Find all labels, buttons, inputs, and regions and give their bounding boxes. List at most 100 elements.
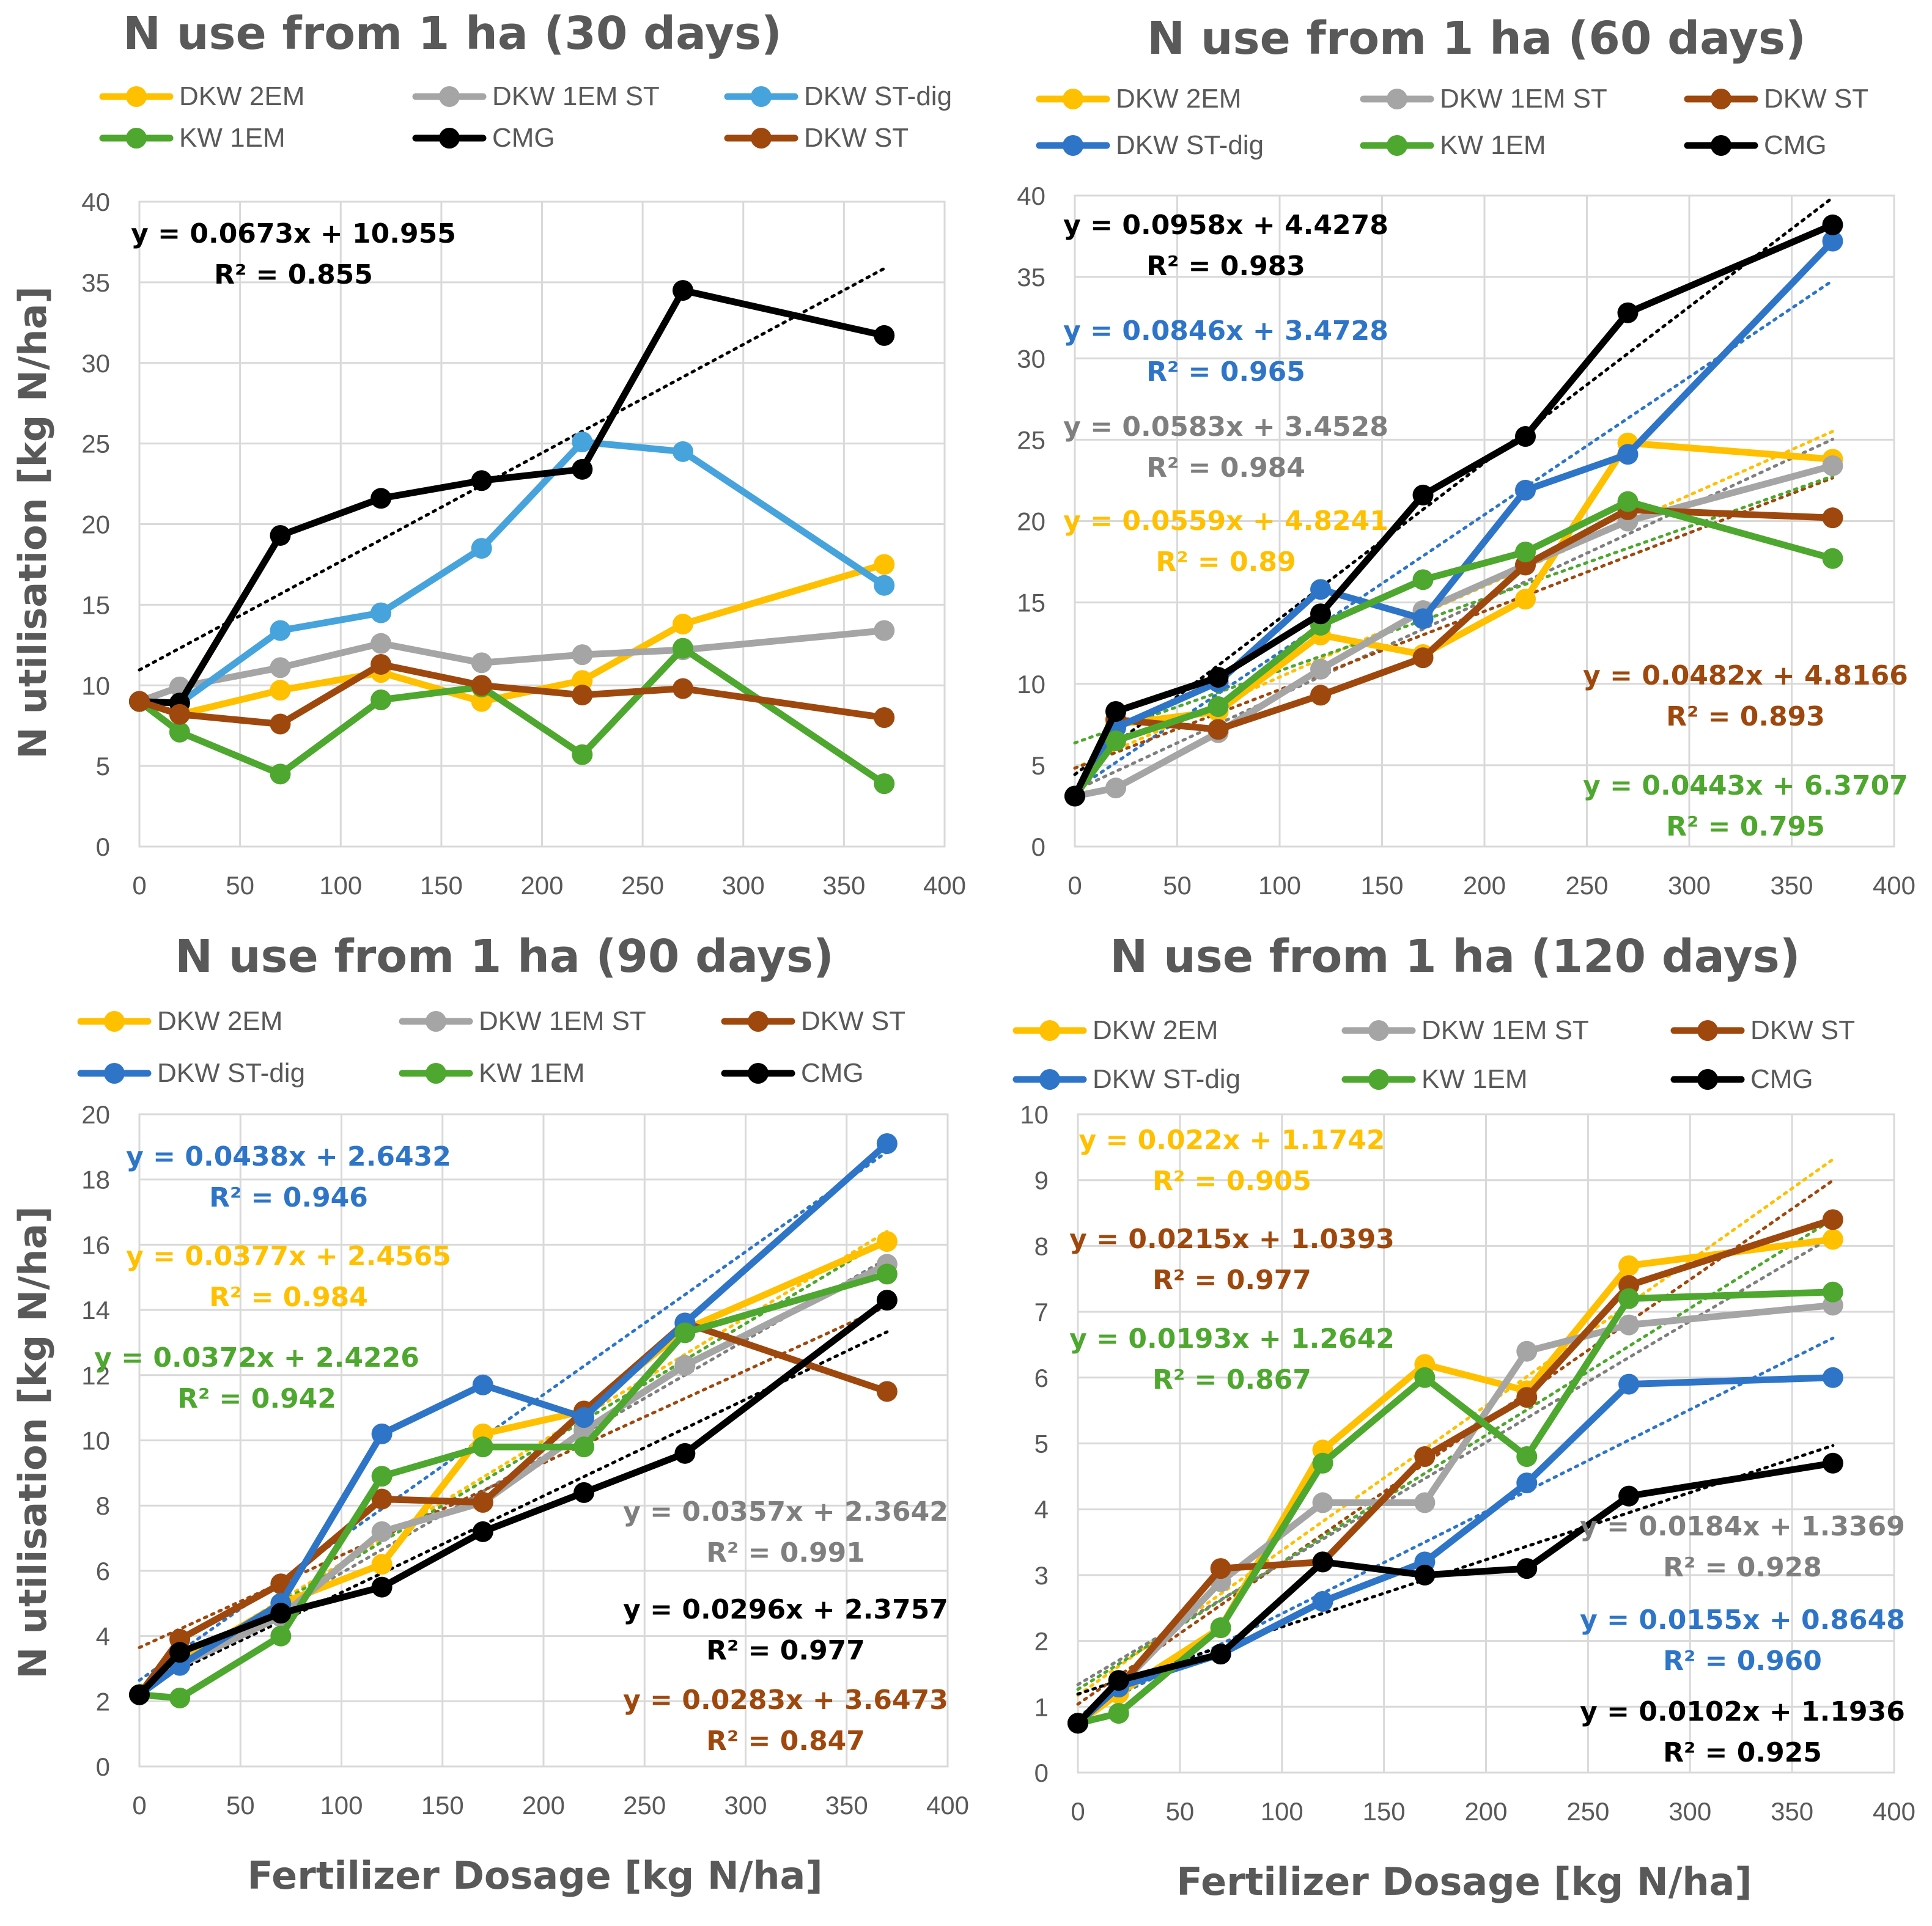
y-tick-label: 30 <box>81 349 110 378</box>
r-squared-text: R² = 0.905 <box>1152 1166 1311 1197</box>
legend-label: KW 1EM <box>479 1058 585 1088</box>
y-tick-label: 5 <box>1031 751 1045 780</box>
data-point-cmg <box>572 458 593 480</box>
legend-marker <box>439 86 460 107</box>
series-line-dkw-st <box>136 661 888 727</box>
chart-panel-3: N use from 1 ha (90 days) 0 2 4 6 8 10 12 14 16 18… <box>10 930 969 1898</box>
chart-title: N use from 1 ha (60 days) <box>1147 12 1806 65</box>
x-tick-label: 350 <box>822 871 865 900</box>
r-squared-text: R² = 0.946 <box>209 1182 368 1213</box>
legend-marker <box>439 128 460 149</box>
y-tick-label: 20 <box>81 1100 110 1129</box>
x-tick-label: 150 <box>420 871 463 900</box>
data-point-kw-1em <box>1108 1703 1129 1724</box>
legend-marker <box>751 128 772 149</box>
r-squared-text: R² = 0.984 <box>209 1282 368 1313</box>
legend-label: DKW ST-dig <box>1093 1064 1241 1094</box>
x-tick-label: 100 <box>319 871 362 900</box>
legend-label: KW 1EM <box>1421 1064 1528 1094</box>
legend-marker <box>1697 1020 1718 1041</box>
r-squared-text: R² = 0.942 <box>177 1383 336 1414</box>
data-point-dkw-st-dig <box>371 602 392 623</box>
x-tick-label: 150 <box>421 1791 464 1820</box>
equation-text: y = 0.0193x + 1.2642 <box>1069 1323 1395 1354</box>
legend-label: DKW 1EM ST <box>479 1006 646 1036</box>
legend-label: KW 1EM <box>179 123 286 153</box>
trendline-equation: y = 0.0357x + 2.3642 R² = 0.991 <box>623 1496 948 1568</box>
y-tick-label: 16 <box>81 1230 110 1259</box>
legend-label: DKW ST <box>804 123 909 153</box>
equation-text: y = 0.0184x + 1.3369 <box>1580 1511 1905 1542</box>
equation-text: y = 0.0357x + 2.3642 <box>623 1496 948 1527</box>
trendline-equation: y = 0.0102x + 1.1936 R² = 0.925 <box>1580 1696 1905 1768</box>
data-point-dkw-1em-st <box>371 633 392 654</box>
legend-item-dkw-st: DKW ST <box>1670 1015 1855 1045</box>
legend-marker <box>1368 1069 1389 1090</box>
data-point-kw-1em <box>1412 569 1434 590</box>
data-point-dkw-2em <box>1822 1229 1843 1250</box>
legend-item-cmg: CMG <box>1684 130 1827 160</box>
trendline-equation: y = 0.0559x + 4.8241 R² = 0.89 <box>1063 505 1388 578</box>
trendline-equation: y = 0.0215x + 1.0393 R² = 0.977 <box>1069 1224 1395 1296</box>
trendline-equation: y = 0.0438x + 2.6432 R² = 0.946 <box>126 1141 451 1213</box>
equation-text: y = 0.0958x + 4.4278 <box>1063 210 1388 241</box>
y-tick-label: 40 <box>1017 182 1045 210</box>
y-tick-label: 18 <box>81 1166 110 1194</box>
trendline-equation: y = 0.0296x + 2.3757 R² = 0.977 <box>623 1594 948 1666</box>
plot-frame <box>138 200 946 848</box>
equation-text: y = 0.0102x + 1.1936 <box>1580 1696 1905 1727</box>
y-tick-label: 25 <box>1017 425 1045 454</box>
y-tick-label: 20 <box>1017 507 1045 536</box>
data-point-dkw-st <box>371 1488 393 1510</box>
y-tick-label: 8 <box>96 1491 110 1520</box>
x-tick-label: 200 <box>1464 1797 1507 1826</box>
x-axis-label: Fertilizer Dosage [kg N/ha] <box>1176 1859 1752 1904</box>
equation-text: y = 0.0215x + 1.0393 <box>1069 1224 1395 1255</box>
y-tick-label: 0 <box>1034 1759 1049 1787</box>
plot-frame <box>1074 194 1895 848</box>
y-tick-label: 5 <box>1034 1430 1049 1458</box>
data-point-dkw-st-dig <box>1617 444 1639 465</box>
data-point-cmg <box>1067 1713 1088 1734</box>
data-point-cmg <box>1412 484 1434 505</box>
trendline-dkw-st-dig <box>1073 279 1834 792</box>
legend-label: DKW 1EM ST <box>492 81 660 111</box>
equation-text: y = 0.0372x + 2.4226 <box>94 1342 419 1373</box>
r-squared-text: R² = 0.983 <box>1146 251 1305 282</box>
data-point-dkw-1em-st <box>572 644 593 666</box>
data-point-cmg <box>672 280 693 301</box>
data-point-cmg <box>573 1482 595 1503</box>
data-point-dkw-st-dig <box>874 575 895 596</box>
data-point-dkw-st-dig <box>572 431 593 452</box>
r-squared-text: R² = 0.89 <box>1156 546 1296 578</box>
legend-label: CMG <box>492 123 555 153</box>
data-point-dkw-st-dig <box>1618 1373 1640 1395</box>
x-tick-label: 250 <box>623 1791 666 1820</box>
trendline-equation: y = 0.0443x + 6.3707 R² = 0.795 <box>1583 770 1908 842</box>
legend-item-dkw-st-dig: DKW ST-dig <box>1012 1064 1241 1094</box>
y-tick-label: 35 <box>81 268 110 297</box>
series-line-kw-1em <box>1071 498 1836 799</box>
r-squared-text: R² = 0.867 <box>1152 1364 1311 1395</box>
r-squared-text: R² = 0.965 <box>1146 356 1305 388</box>
x-tick-label: 0 <box>132 871 146 900</box>
trendline-equation: y = 0.0482x + 4.8166 R² = 0.893 <box>1583 660 1908 732</box>
legend-label: CMG <box>1750 1064 1813 1094</box>
y-axis-label: N utilisation [kg N/ha] <box>10 1206 55 1678</box>
legend-item-dkw-1em-st: DKW 1EM ST <box>1360 84 1607 114</box>
data-point-kw-1em <box>1208 696 1229 718</box>
chart-title: N use from 1 ha (90 days) <box>175 930 834 983</box>
y-tick-label: 35 <box>1017 263 1045 292</box>
equation-text: y = 0.0846x + 3.4728 <box>1063 315 1388 347</box>
data-point-dkw-1em-st <box>371 1521 393 1542</box>
legend-label: DKW ST-dig <box>804 81 952 111</box>
legend-marker <box>126 128 147 149</box>
series-line-cmg <box>1074 1460 1837 1727</box>
y-tick-label: 25 <box>81 430 110 458</box>
data-point-dkw-st-dig <box>1822 230 1843 252</box>
data-point-dkw-st-dig <box>672 441 693 462</box>
data-point-dkw-st-dig <box>472 1374 493 1395</box>
y-tick-label: 1 <box>1034 1693 1049 1721</box>
data-point-cmg <box>1822 1452 1843 1474</box>
data-point-cmg <box>1312 1551 1333 1573</box>
